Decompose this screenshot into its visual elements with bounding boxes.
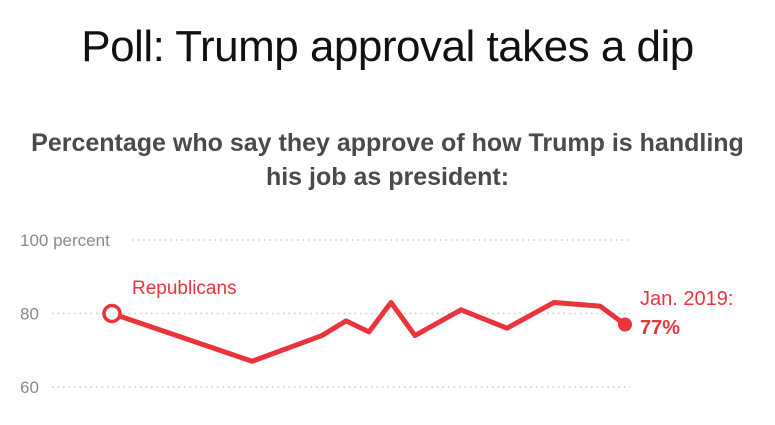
end-point-marker xyxy=(618,317,632,332)
y-tick-label: 100 percent xyxy=(20,231,110,250)
end-annotation-date: Jan. 2019: xyxy=(640,288,733,310)
series-layer xyxy=(102,299,632,364)
series-line-republicans xyxy=(109,299,628,364)
y-tick-label: 80 xyxy=(20,305,39,324)
chart-title: Poll: Trump approval takes a dip xyxy=(81,22,694,71)
y-tick-label: 60 xyxy=(20,378,39,397)
chart-subtitle: Percentage who say they approve of how T… xyxy=(31,129,744,191)
label-layer: 100 percent 80 60 Republicans Jan. 2019: 77% xyxy=(20,231,733,397)
start-point-marker xyxy=(102,303,122,324)
series-label-republicans: Republicans xyxy=(132,278,237,299)
end-annotation-value: 77% xyxy=(640,317,680,339)
grid-layer xyxy=(52,239,630,388)
